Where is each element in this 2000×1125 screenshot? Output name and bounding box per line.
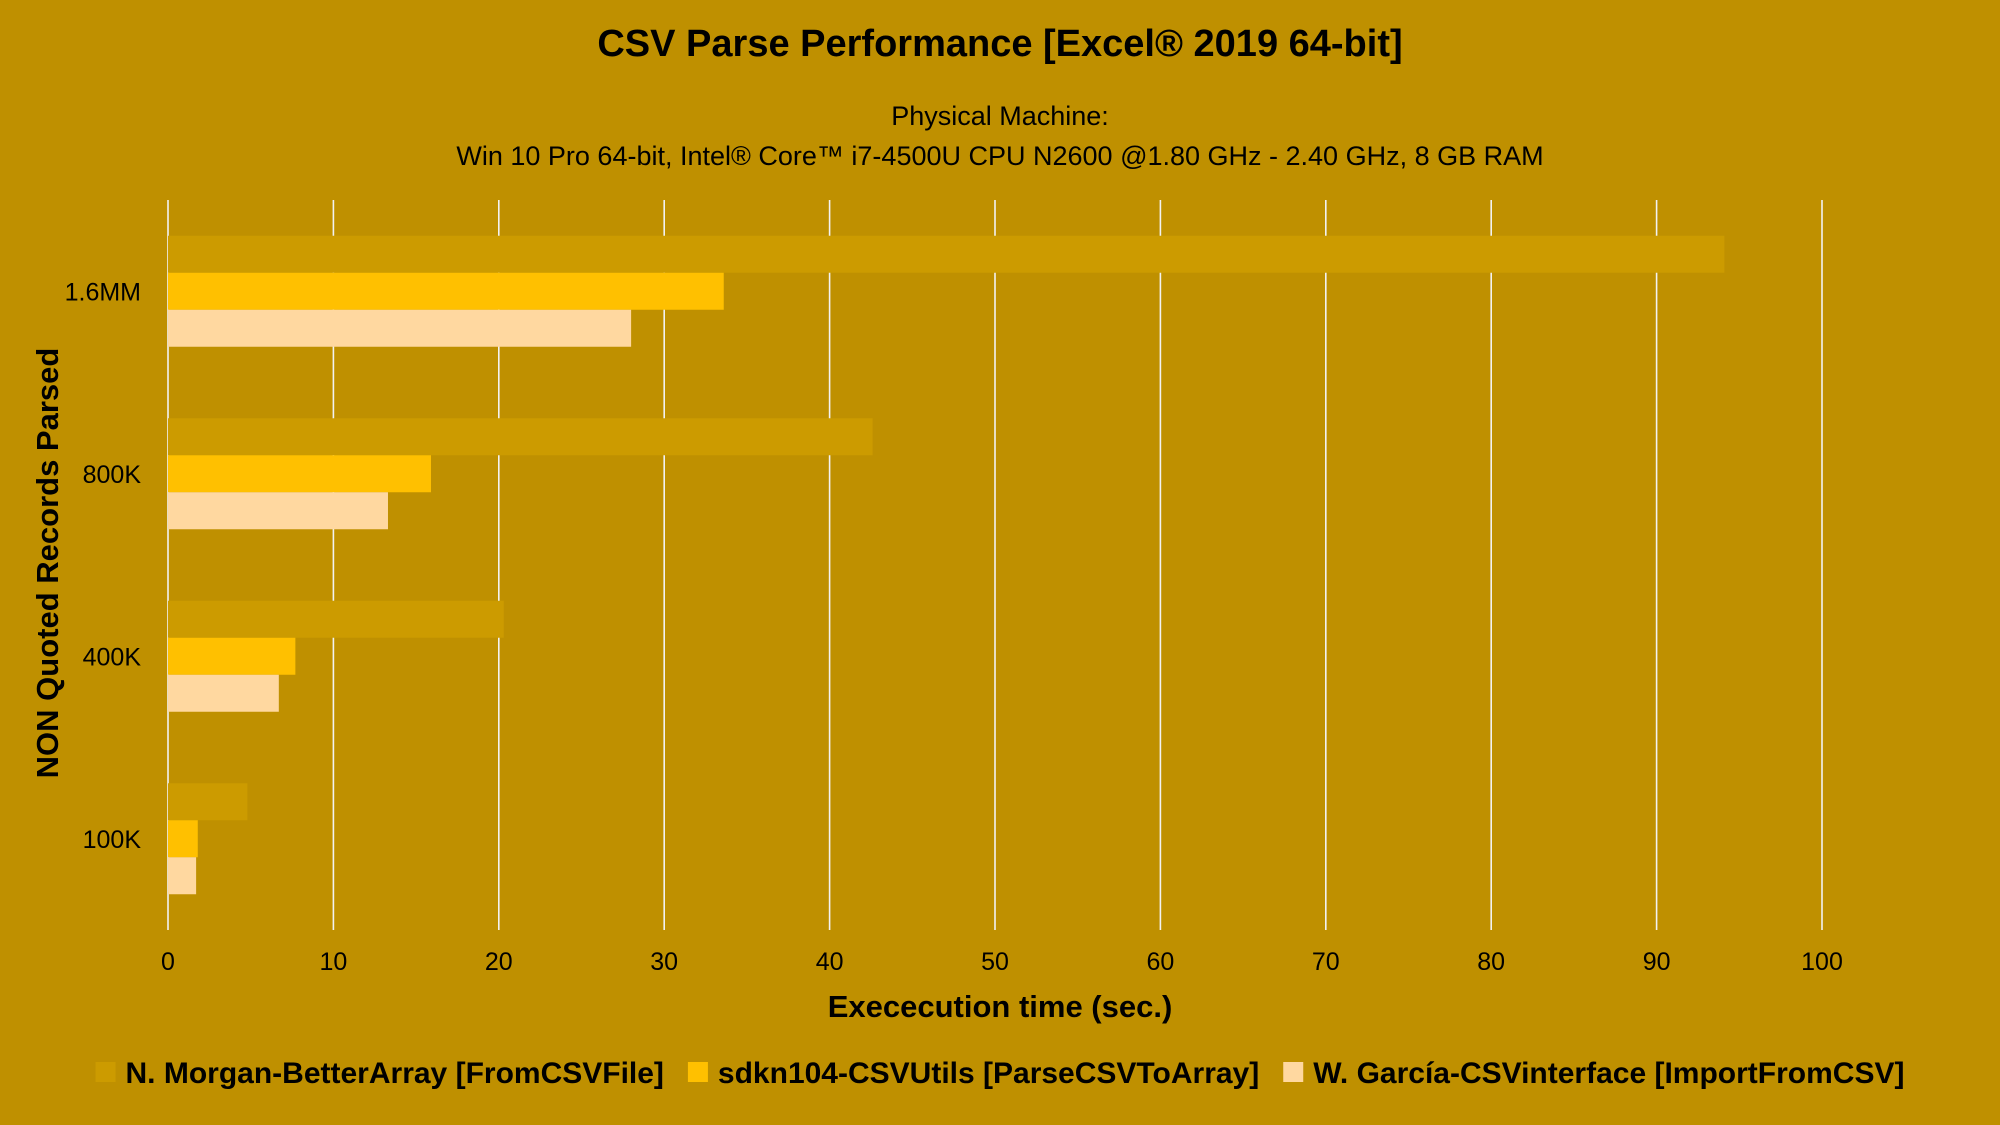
bar xyxy=(168,235,1725,273)
x-tick-label: 80 xyxy=(1477,948,1505,976)
y-tick-label: 800K xyxy=(83,461,142,489)
bar xyxy=(168,455,431,493)
bar xyxy=(168,600,504,638)
x-tick-label: 100 xyxy=(1801,948,1843,976)
x-tick-label: 60 xyxy=(1146,948,1174,976)
x-tick-label: 0 xyxy=(161,948,175,976)
y-tick-label: 400K xyxy=(83,643,142,671)
x-axis-ticks: 0 10 20 30 40 50 60 70 80 90 100 xyxy=(161,948,1843,976)
x-tick-label: 50 xyxy=(981,948,1009,976)
y-axis-title: NON Quoted Records Parsed xyxy=(30,348,65,779)
bar xyxy=(168,857,197,895)
chart-title: CSV Parse Performance [Excel® 2019 64-bi… xyxy=(597,23,1402,65)
legend-item: sdkn104-CSVUtils [ParseCSVToArray] xyxy=(687,1057,1259,1090)
bar xyxy=(168,492,388,530)
legend-label: W. García-CSVinterface [ImportFromCSV] xyxy=(1313,1057,1904,1090)
y-tick-label: 100K xyxy=(83,826,142,854)
x-tick-label: 40 xyxy=(816,948,844,976)
chart-subtitle-line-1: Physical Machine: xyxy=(891,101,1109,131)
legend-label: sdkn104-CSVUtils [ParseCSVToArray] xyxy=(718,1057,1259,1090)
bar xyxy=(168,820,198,858)
x-tick-label: 70 xyxy=(1312,948,1340,976)
legend-swatch xyxy=(687,1062,708,1082)
chart-subtitle-line-2: Win 10 Pro 64-bit, Intel® Core™ i7-4500U… xyxy=(456,141,1543,171)
legend: N. Morgan-BetterArray [FromCSVFile] sdkn1… xyxy=(95,1057,1904,1090)
legend-swatch xyxy=(1283,1062,1304,1082)
bars xyxy=(168,235,1725,895)
y-axis-ticks: 1.6MM 800K 400K 100K xyxy=(65,278,142,854)
labels: CSV Parse Performance [Excel® 2019 64-bi… xyxy=(30,23,1544,1024)
legend-label: N. Morgan-BetterArray [FromCSVFile] xyxy=(126,1057,664,1090)
bar xyxy=(168,272,724,310)
y-tick-label: 1.6MM xyxy=(65,278,141,306)
legend-item: N. Morgan-BetterArray [FromCSVFile] xyxy=(95,1057,664,1090)
legend-item: W. García-CSVinterface [ImportFromCSV] xyxy=(1283,1057,1904,1090)
legend-swatch xyxy=(95,1062,116,1082)
x-tick-label: 10 xyxy=(319,948,347,976)
bar xyxy=(168,418,873,456)
x-tick-label: 20 xyxy=(485,948,513,976)
bar xyxy=(168,637,296,675)
bar xyxy=(168,309,632,347)
bar xyxy=(168,783,248,821)
x-tick-label: 30 xyxy=(650,948,678,976)
x-axis-title: Exececution time (sec.) xyxy=(828,989,1173,1024)
bar xyxy=(168,674,279,712)
x-tick-label: 90 xyxy=(1643,948,1671,976)
